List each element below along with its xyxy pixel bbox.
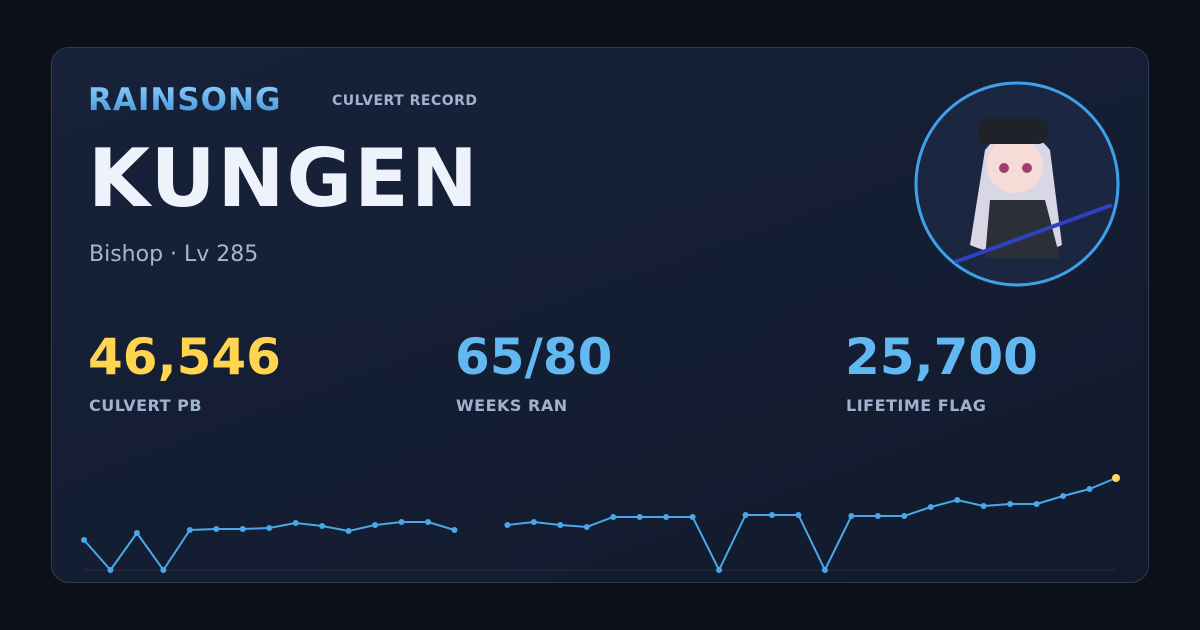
data-point [1112,474,1120,482]
data-point [345,528,352,535]
data-point [821,567,828,573]
data-point [848,513,855,520]
data-point [160,567,167,573]
data-point [716,567,723,573]
data-point [583,523,590,530]
data-point [451,526,458,533]
data-point [874,513,881,520]
stat-value: 25,700 [845,328,1038,386]
data-point [425,518,431,525]
data-point [81,536,87,543]
data-point [107,567,114,573]
data-point [239,526,246,533]
data-point [610,513,617,520]
avatar [914,81,1120,287]
data-point [769,511,775,518]
data-point [980,502,987,509]
stat-value: 46,546 [88,328,281,386]
brand: RAINSONG [88,82,282,118]
data-point [266,524,273,531]
stat-value: 65/80 [455,328,613,386]
data-point [901,513,908,520]
data-point [186,526,193,533]
sparkline [507,477,1117,573]
tag: CULVERT RECORD [332,93,478,109]
data-point [927,503,934,510]
player-name: KUNGEN [88,132,480,225]
data-point [292,519,299,526]
data-point [636,513,643,520]
data-point [689,513,696,520]
data-point [133,529,140,536]
data-point [504,521,511,528]
data-point [398,518,405,525]
data-point [372,521,379,528]
data-point [319,523,326,530]
stat-label: WEEKS RAN [456,396,568,415]
data-point [1033,501,1040,508]
data-point [213,526,220,533]
player-subtitle: Bishop · Lv 285 [89,242,259,267]
data-point [742,511,749,518]
data-point [1007,501,1014,508]
data-point [795,511,802,518]
data-point [954,496,961,503]
data-point [530,518,537,525]
data-point [663,513,670,520]
data-point [1060,492,1067,499]
data-point [557,521,564,528]
stat-label: CULVERT PB [89,396,203,415]
data-point [1086,486,1093,493]
stat-label: LIFETIME FLAG [846,396,987,415]
